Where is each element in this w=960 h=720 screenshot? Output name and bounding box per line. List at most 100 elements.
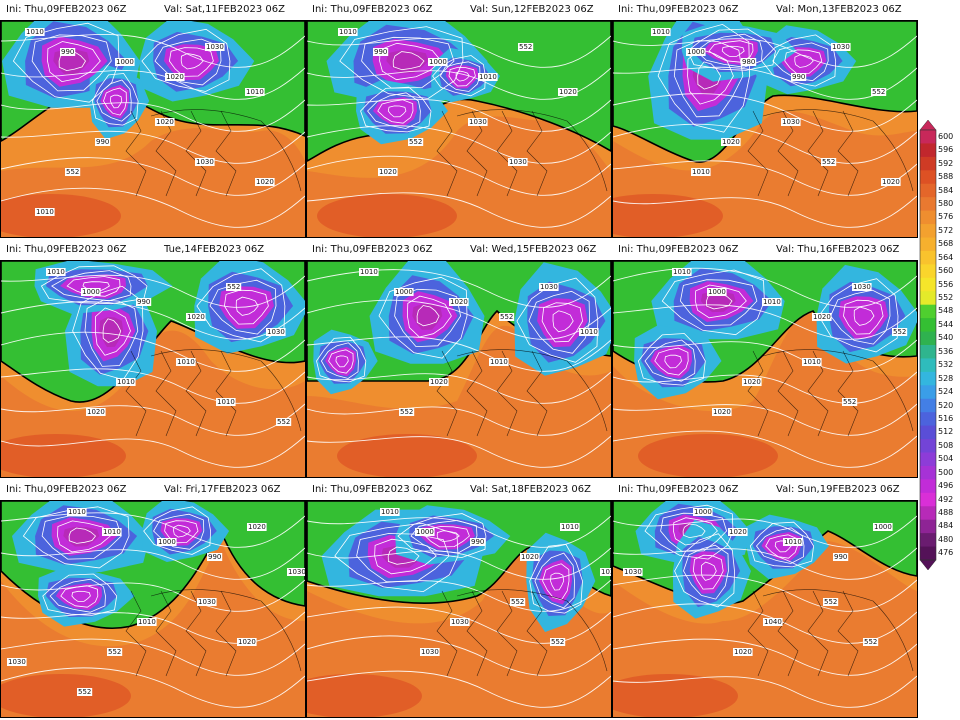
contour-label: 1000 [708, 288, 726, 296]
isobar-line [613, 304, 917, 340]
contour-label-bg [550, 638, 566, 646]
coastline [762, 109, 914, 192]
isobar-ring [154, 38, 222, 86]
colorbar-bin [920, 492, 936, 507]
isobar-ring [31, 34, 112, 92]
contour-label: 1010 [117, 378, 135, 386]
isobar-ring [410, 520, 478, 554]
isobar-ring [654, 347, 689, 376]
contour-label-bg [226, 283, 242, 291]
isobar-ring [96, 79, 132, 122]
contour-label: 1030 [288, 568, 305, 576]
contour-label-bg [842, 398, 858, 406]
contour-label: 1030 [8, 658, 26, 666]
coastline [125, 590, 147, 677]
colorbar-bin [920, 183, 936, 198]
colorbar-tick-label: 532 [938, 360, 954, 370]
isobar-line [613, 123, 917, 164]
contour-label-bg [115, 58, 135, 66]
subtropical-high-core [1, 194, 121, 237]
coastline [526, 350, 548, 437]
map-canvas: 1010 990 1000 1010 552 1020 1030 552 1020 1030 [307, 21, 611, 237]
forecast-panel-9: Ini: Thu,09FEB2023 06Z Val: Sun,19FEB202… [612, 480, 918, 720]
isobar-ring [94, 307, 131, 356]
colorbar-bin [920, 224, 936, 238]
contour-label: 1030 [206, 43, 224, 51]
contour-label: 1020 [729, 528, 747, 536]
isobar-line [307, 670, 611, 708]
isobar-ring [66, 276, 121, 297]
panel-header: Ini: Thu,09FEB2023 06Z Tue,14FEB2023 06Z [0, 240, 306, 260]
isobar-line [1, 130, 305, 164]
contour-label-bg [707, 288, 727, 296]
contour-label-bg [287, 568, 305, 576]
isobar-line [613, 547, 917, 580]
contour-label: 1020 [256, 178, 274, 186]
contour-label-bg [205, 43, 225, 51]
isobar-ring [102, 318, 122, 343]
isobar-ring [68, 527, 97, 544]
geopotential-map: 1010 1010 1000 990 1020 1030 1030 1010 552 1020 10… [0, 500, 306, 718]
isobar-ring [637, 333, 706, 386]
isobar-line [1, 157, 305, 196]
valid-time-label: Val: Thu,16FEB2023 06Z [776, 244, 900, 255]
coastline [215, 350, 237, 437]
isobar-ring [168, 47, 214, 77]
map-canvas: 1010 1000 990 1020 552 1030 1010 1010 1020 1010 55… [1, 261, 305, 477]
colorbar-tick-label: 580 [938, 198, 954, 208]
colorbar-tick-label: 592 [938, 158, 954, 168]
contour-label: 1000 [874, 523, 892, 531]
colorbar-bin [920, 264, 936, 279]
isobar-line [307, 155, 611, 196]
contour-label: 1010 [763, 298, 781, 306]
contour-label: 1020 [559, 88, 577, 96]
forecast-panel-7: Ini: Thu,09FEB2023 06Z Val: Fri,17FEB202… [0, 480, 306, 720]
isobar-ring [432, 55, 486, 97]
valid-time-label: Val: Sun,12FEB2023 06Z [470, 4, 594, 15]
valid-time-label: Tue,14FEB2023 06Z [164, 244, 265, 255]
contour-label-bg [762, 298, 782, 306]
contour-label-bg [102, 528, 122, 536]
colorbar-bin [920, 533, 936, 548]
isobar-ring [40, 265, 148, 305]
contour-label: 1000 [158, 538, 176, 546]
isobar-line [1, 67, 305, 100]
isobar-line [613, 371, 917, 404]
isobar-line [1, 403, 305, 436]
contour-label: 1010 [803, 358, 821, 366]
isobar-ring [683, 544, 729, 600]
isobar-ring [316, 336, 367, 383]
colorbar-bin [920, 130, 936, 144]
isobar-line [613, 403, 917, 436]
contour-label-bg [623, 568, 643, 576]
coastline [155, 350, 177, 437]
map-canvas: 1000 1020 1010 990 1000 1030 552 1040 1020 552 [613, 501, 917, 717]
warm-air-region [1, 541, 305, 717]
colorbar-bin [920, 143, 936, 158]
init-time-label: Ini: Thu,09FEB2023 06Z [312, 244, 433, 255]
coastline [807, 110, 829, 197]
isobar-ring [42, 573, 118, 616]
contour-label: 552 [227, 283, 240, 291]
colorbar-tick-label: 544 [938, 319, 954, 329]
coastline [762, 589, 914, 672]
contour-label-bg [338, 28, 358, 36]
contour-label-bg [429, 378, 449, 386]
trough-core [100, 84, 129, 119]
forecast-panel-3: Ini: Thu,09FEB2023 06Z Val: Mon,13FEB202… [612, 0, 918, 240]
isobar-ring [455, 70, 470, 82]
geopotential-map: 1010 1000 1020 552 1030 1010 1010 1020 552 [306, 260, 612, 478]
coastline [456, 589, 608, 672]
contour-label: 1010 [692, 168, 710, 176]
contour-label: 552 [108, 648, 121, 656]
colorbar-tick-label: 520 [938, 400, 954, 410]
panel-header: Ini: Thu,09FEB2023 06Z Val: Sat,11FEB202… [0, 0, 306, 20]
isobar-ring [674, 533, 735, 608]
isobar-ring [843, 299, 884, 335]
forecast-panel-2: Ini: Thu,09FEB2023 06Z Val: Sun,12FEB202… [306, 0, 612, 240]
contour-label: 1030 [601, 568, 611, 576]
map-canvas: 1010 1000 990 1020 1010 1030 552 1030 1030 552 [307, 501, 611, 717]
colorbar-tick-label: 528 [938, 373, 954, 383]
subtropical-high-core [337, 434, 477, 477]
contour-label: 1030 [832, 43, 850, 51]
